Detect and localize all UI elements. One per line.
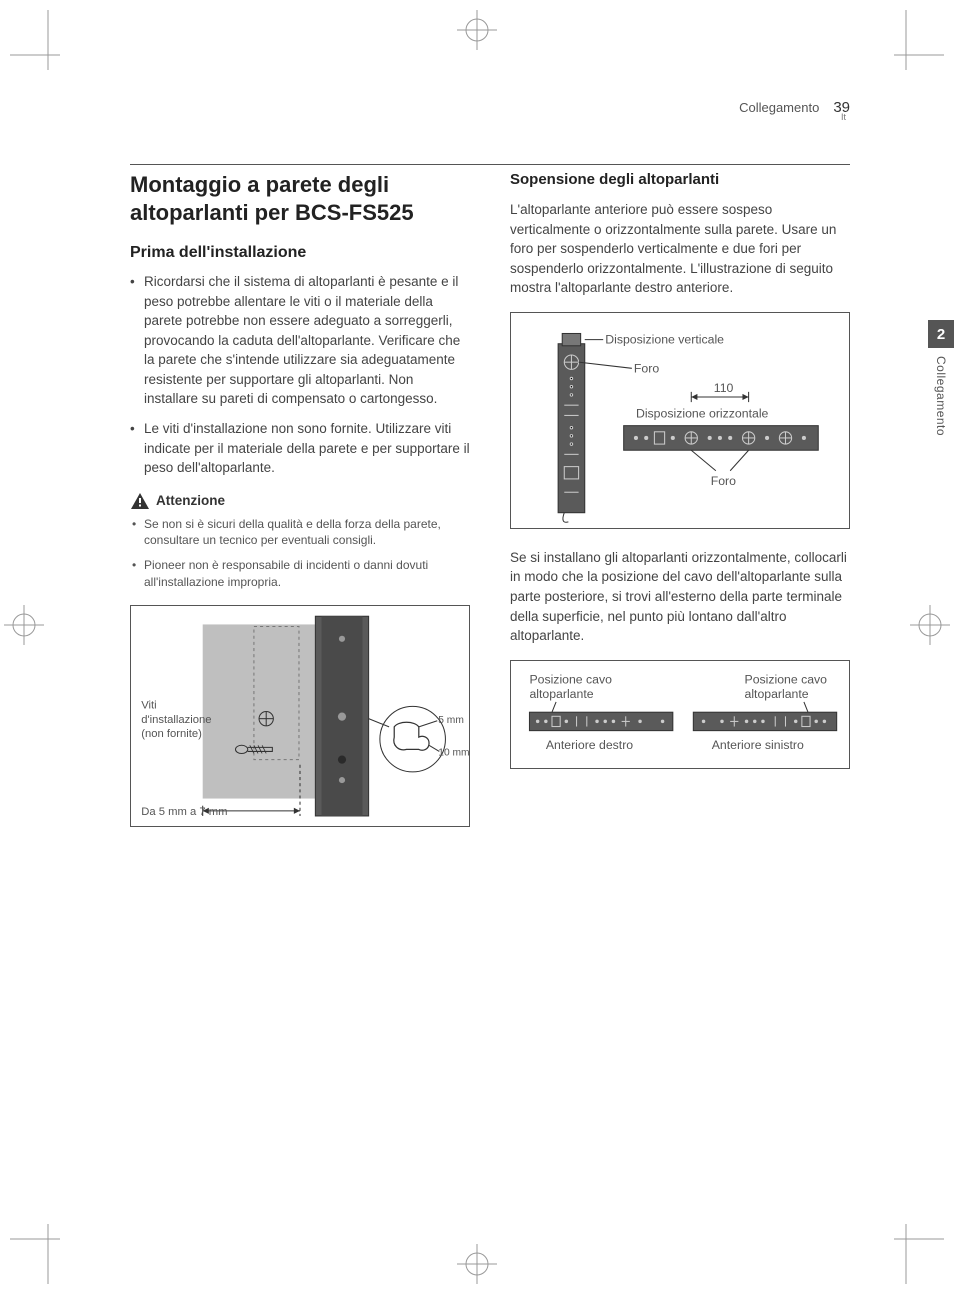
fig1-screws-l2: d'installazione <box>141 714 211 726</box>
fig2-foro-top: Foro <box>634 361 659 375</box>
caution-list: Se non si è sicuri della qualità e della… <box>130 516 470 591</box>
right-para2: Se si installano gli altoparlanti orizzo… <box>510 548 850 646</box>
fig3-cable-l1: Posizione cavo <box>529 672 612 686</box>
fig3-front-left: Anteriore sinistro <box>712 738 804 752</box>
right-column: Sopensione degli altoparlanti L'altoparl… <box>510 171 850 832</box>
page-header: Collegamento 39 It <box>130 100 850 124</box>
left-column: Montaggio a parete degli altoparlanti pe… <box>130 171 470 832</box>
fig3-cable-r2: altoparlante <box>745 687 809 701</box>
fig1-gap: Da 5 mm a 7 mm <box>141 806 227 818</box>
tab-number: 2 <box>928 320 954 348</box>
fig2-vert: Disposizione verticale <box>605 333 724 347</box>
warning-icon <box>130 492 150 510</box>
right-heading: Sopensione degli altoparlanti <box>510 171 850 188</box>
caution-header: Attenzione <box>130 492 470 510</box>
right-para1: L'altoparlante anteriore può essere sosp… <box>510 200 850 298</box>
header-section: Collegamento <box>739 100 819 115</box>
list-item: Pioneer non è responsabile di incidenti … <box>144 557 470 591</box>
fig2-horiz: Disposizione orizzontale <box>636 406 769 420</box>
section-tab: 2 Collegamento <box>928 320 954 436</box>
tab-label: Collegamento <box>934 348 948 436</box>
fig2-foro-bot: Foro <box>711 474 736 488</box>
header-lang: It <box>841 113 846 122</box>
caution-label: Attenzione <box>156 493 225 508</box>
figure-orientation: Disposizione verticale Foro 110 Disposiz… <box>510 312 850 529</box>
fig1-10mm: 10 mm <box>438 747 469 758</box>
fig3-cable-r1: Posizione cavo <box>745 672 828 686</box>
sub-heading: Prima dell'installazione <box>130 244 470 262</box>
install-notes: Ricordarsi che il sistema di altoparlant… <box>130 272 470 478</box>
page-content: Collegamento 39 It Montaggio a parete de… <box>130 100 850 832</box>
fig3-front-right: Anteriore destro <box>546 738 633 752</box>
main-heading: Montaggio a parete degli altoparlanti pe… <box>130 171 470 226</box>
fig1-5mm: 5 mm <box>438 715 464 726</box>
fig3-cable-l2: altoparlante <box>529 687 593 701</box>
fig1-screws-l3: (non fornite) <box>141 728 202 740</box>
list-item: Se non si è sicuri della qualità e della… <box>144 516 470 550</box>
figure-cable-position: Posizione cavo altoparlante Anteriore de… <box>510 660 850 770</box>
fig1-screws-l1: Viti <box>141 699 156 711</box>
list-item: Ricordarsi che il sistema di altoparlant… <box>144 272 470 409</box>
fig2-110: 110 <box>714 381 734 395</box>
list-item: Le viti d'installazione non sono fornite… <box>144 419 470 478</box>
figure-wall-mount: Viti d'installazione (non fornite) Da 5 … <box>130 605 470 827</box>
